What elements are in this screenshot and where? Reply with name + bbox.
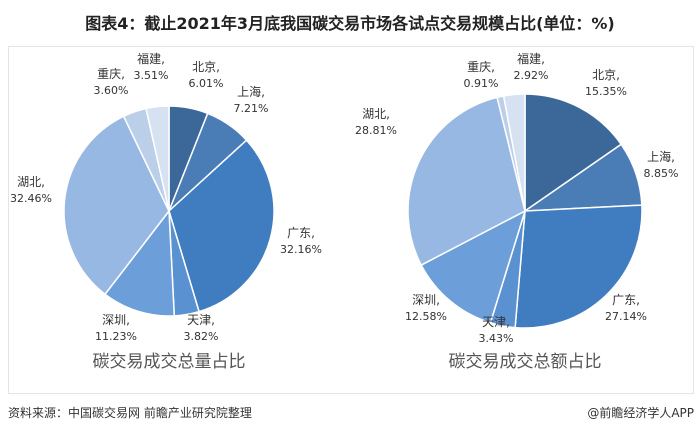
slice-value-label: 15.35% [585, 85, 627, 98]
slice-value-label: 28.81% [355, 124, 397, 137]
slice-category-label: 上海, [647, 149, 675, 164]
slice-value-label: 3.51% [134, 69, 169, 82]
pie-slice-广东 [514, 204, 643, 329]
slice-category-label: 北京, [592, 68, 620, 82]
pie-slice-福建 [502, 93, 526, 212]
slice-category-label: 广东, [612, 293, 640, 307]
chart-panel: 北京, 6.01% 上海, 7.21% 广东, 32.16% 天津, 3.82% 深圳, 11.2… [8, 46, 694, 394]
pie-slice-广东 [168, 139, 275, 313]
slice-value-label: 8.85% [644, 167, 679, 180]
slice-category-label: 广东, [287, 226, 315, 240]
source-note: 资料来源：中国碳交易网 前瞻产业研究院整理 [8, 406, 252, 420]
slice-value-label: 3.82% [184, 330, 219, 343]
slice-category-label: 深圳, [412, 293, 440, 307]
slice-category-label: 天津, [187, 313, 215, 327]
credit-note: @前瞻经济学人APP [587, 406, 694, 420]
slice-category-label: 天津, [482, 315, 510, 329]
slice-category-label: 北京, [192, 60, 220, 74]
pie-charts: 北京, 6.01% 上海, 7.21% 广东, 32.16% 天津, 3.82% 深圳, 11.2… [10, 51, 679, 372]
slice-value-label: 6.01% [189, 77, 224, 90]
slice-value-label: 12.58% [405, 310, 447, 323]
slice-category-label: 湖北, [362, 106, 390, 121]
pie-slice-深圳 [103, 208, 176, 317]
slice-value-label: 3.43% [479, 332, 514, 345]
pie-slice-福建 [145, 105, 170, 212]
pie-slice-湖北 [63, 115, 170, 296]
slice-value-label: 2.92% [514, 69, 549, 82]
slice-category-label: 福建, [517, 51, 545, 66]
slice-value-label: 11.23% [95, 330, 137, 343]
slice-value-label: 3.60% [94, 84, 129, 97]
slice-category-label: 上海, [237, 84, 265, 99]
chart-title: 图表4：截止2021年3月底我国碳交易市场各试点交易规模占比(单位：%) [85, 14, 615, 33]
slice-value-label: 32.16% [280, 243, 322, 256]
slice-category-label: 福建, [137, 51, 165, 66]
slice-category-label: 重庆, [97, 67, 125, 81]
slice-value-label: 0.91% [464, 77, 499, 90]
slice-value-label: 32.46% [10, 192, 52, 205]
slice-category-label: 深圳, [102, 313, 130, 327]
pie-slice-深圳 [420, 209, 527, 324]
pie-slice-北京 [524, 93, 623, 213]
pie-slice-湖北 [407, 96, 526, 267]
slice-value-label: 27.14% [605, 310, 647, 323]
pie-title: 碳交易成交总额占比 [449, 352, 602, 372]
slice-category-label: 湖北, [17, 174, 45, 189]
slice-value-label: 7.21% [234, 102, 269, 115]
slice-category-label: 重庆, [467, 60, 495, 74]
pie-title: 碳交易成交总量占比 [93, 352, 246, 372]
